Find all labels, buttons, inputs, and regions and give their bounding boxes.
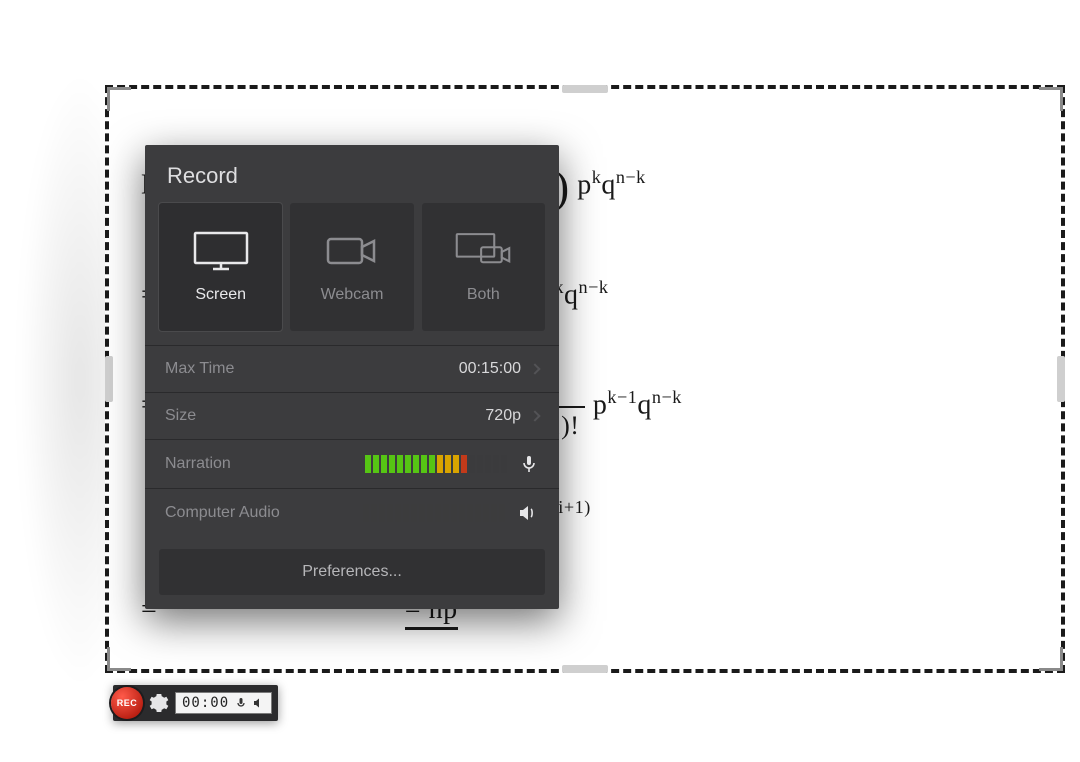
speaker-icon bbox=[517, 503, 539, 523]
setting-size[interactable]: Size 720p bbox=[145, 393, 559, 440]
source-webcam-label: Webcam bbox=[321, 286, 384, 304]
computer-audio-level-meter bbox=[363, 504, 505, 522]
setting-narration-label: Narration bbox=[165, 455, 365, 473]
webcam-icon bbox=[322, 230, 382, 272]
edge-handle-bottom[interactable] bbox=[562, 665, 608, 673]
speaker-icon bbox=[253, 697, 265, 709]
setting-size-value: 720p bbox=[485, 407, 521, 425]
both-icon bbox=[453, 230, 513, 272]
gear-icon bbox=[149, 693, 169, 713]
edge-handle-top[interactable] bbox=[562, 85, 608, 93]
recorder-toolbar: REC 00:00 bbox=[113, 685, 278, 721]
microphone-icon bbox=[235, 697, 247, 709]
record-button-label: REC bbox=[117, 698, 138, 708]
settings-list: Max Time 00:15:00 Size 720p Narration Co… bbox=[145, 345, 559, 537]
timer-value: 00:00 bbox=[182, 695, 229, 711]
panel-title: Record bbox=[145, 145, 559, 203]
setting-max-time-label: Max Time bbox=[165, 360, 459, 378]
preferences-button[interactable]: Preferences... bbox=[159, 549, 545, 595]
preferences-label: Preferences... bbox=[302, 563, 402, 580]
edge-handle-right[interactable] bbox=[1057, 356, 1065, 402]
record-button[interactable]: REC bbox=[111, 687, 143, 719]
source-both-label: Both bbox=[467, 286, 500, 304]
timer-display: 00:00 bbox=[175, 692, 272, 714]
setting-size-label: Size bbox=[165, 407, 485, 425]
chevron-right-icon bbox=[529, 363, 540, 374]
setting-max-time[interactable]: Max Time 00:15:00 bbox=[145, 346, 559, 393]
source-selector: Screen Webcam Both bbox=[145, 203, 559, 345]
source-screen-label: Screen bbox=[195, 286, 246, 304]
source-webcam-button[interactable]: Webcam bbox=[290, 203, 413, 331]
setting-max-time-value: 00:15:00 bbox=[459, 360, 521, 378]
narration-level-meter bbox=[365, 455, 507, 473]
source-screen-button[interactable]: Screen bbox=[159, 203, 282, 331]
setting-computer-audio[interactable]: Computer Audio bbox=[145, 489, 559, 537]
microphone-icon bbox=[519, 454, 539, 474]
screen-icon bbox=[191, 230, 251, 272]
settings-gear-button[interactable] bbox=[149, 693, 169, 713]
source-both-button[interactable]: Both bbox=[422, 203, 545, 331]
setting-computer-audio-label: Computer Audio bbox=[165, 504, 363, 522]
setting-narration[interactable]: Narration bbox=[145, 440, 559, 489]
edge-handle-left[interactable] bbox=[105, 356, 113, 402]
chevron-right-icon bbox=[529, 410, 540, 421]
record-panel: Record Screen Webcam bbox=[145, 145, 559, 609]
